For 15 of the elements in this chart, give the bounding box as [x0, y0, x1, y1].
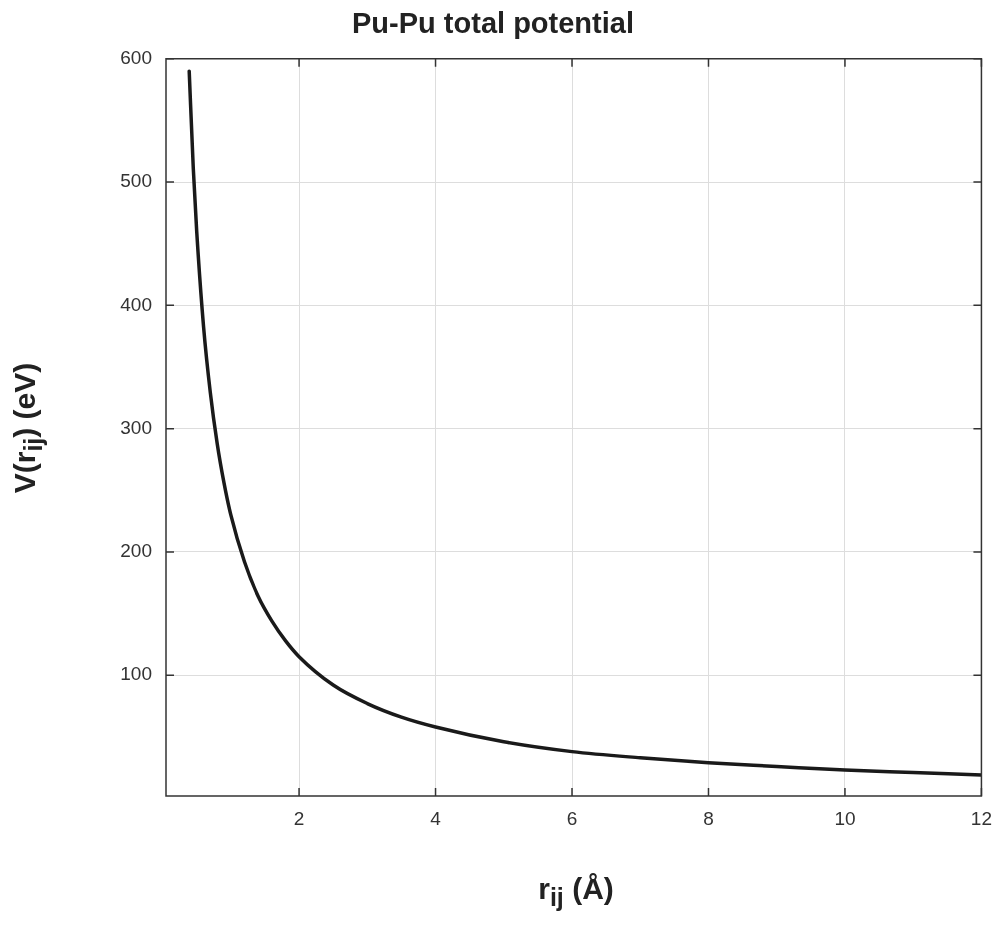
x-tick-label: 12 — [970, 807, 992, 829]
y-tick-label: 100 — [120, 663, 152, 685]
x-tick-label: 8 — [703, 807, 714, 829]
y-tick-label: 200 — [120, 540, 152, 562]
y-tick-label: 400 — [120, 293, 152, 315]
x-tick-label: 10 — [834, 807, 856, 829]
x-axis-title: r$_{ij}$ (Å) — [538, 872, 614, 912]
y-tick-label: 300 — [120, 416, 152, 438]
chart-title: Pu-Pu total potential — [352, 7, 634, 40]
y-tick-label: 600 — [120, 47, 152, 69]
x-tick-label: 2 — [293, 807, 305, 829]
y-tick-label: 500 — [120, 170, 152, 192]
x-tick-label: 6 — [566, 807, 578, 829]
line-series — [187, 69, 982, 777]
x-tick-label: 4 — [430, 807, 442, 829]
